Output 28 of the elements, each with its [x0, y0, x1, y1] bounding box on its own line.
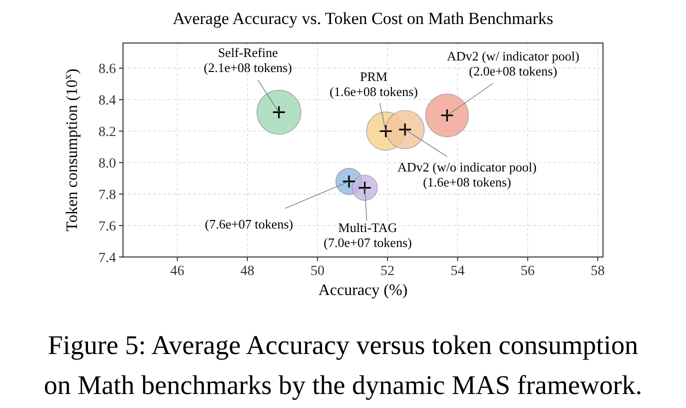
data-label: (7.6e+07 tokens) [204, 216, 294, 232]
y-tick-label: 8.6 [98, 62, 116, 78]
text: Self-Refine [218, 45, 278, 60]
y-tick-label: 8.0 [98, 156, 116, 172]
chart-title: Average Accuracy vs. Token Cost on Math Benchmarks [172, 9, 554, 28]
x-tick-label: 50 [310, 264, 324, 279]
text: ADv2 (w/ indicator pool) [446, 48, 580, 64]
x-tick-label: 48 [240, 264, 254, 279]
text: PRM [360, 69, 388, 84]
text: Multi-TAG [338, 220, 398, 235]
x-axis-title: Accuracy (%) [318, 282, 408, 299]
data-label: (2.0e+08 tokens) [468, 63, 558, 78]
data-label: (7.0e+07 tokens) [324, 234, 412, 250]
x-tick-label: 46 [170, 264, 184, 279]
x-tick-label: 58 [590, 264, 605, 279]
y-tick-label: 7.8 [98, 188, 116, 204]
data-label: (1.6e+08 tokens) [422, 174, 512, 190]
x-tick-label: 56 [520, 264, 535, 279]
data-label: (1.6e+08 tokens) [330, 84, 418, 100]
data-label: (2.1e+08 tokens) [204, 60, 292, 76]
x-tick-label: 52 [380, 264, 395, 279]
y-tick-label: 8.2 [98, 125, 116, 140]
y-tick-label: 7.4 [98, 251, 116, 266]
series-label: ADv2 (w/o indicator pool) [398, 160, 537, 175]
y-tick-label: 7.6 [98, 220, 116, 235]
y-tick-label: 8.4 [98, 94, 116, 109]
x-tick-label: 54 [450, 264, 465, 279]
caption: Figure 5: Average Accuracy versus token consumption on Math benchmarks by the dynamic MAS framework. [44, 330, 642, 400]
